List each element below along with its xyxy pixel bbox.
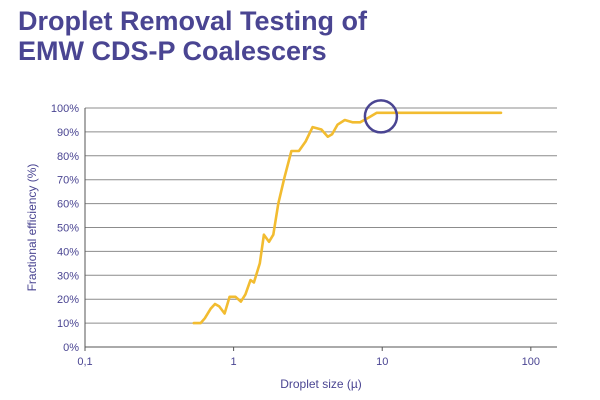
y-tick-label: 60% bbox=[57, 199, 79, 211]
y-tick-label: 10% bbox=[57, 318, 79, 330]
y-tick-labels: 0% 10% 20% 30% 40% 50% 60% 70% 80% 90% 100% bbox=[51, 103, 79, 354]
axis-layer bbox=[84, 108, 557, 351]
y-axis-title: Fractional efficiency (%) bbox=[25, 164, 39, 292]
y-tick-label: 50% bbox=[57, 223, 79, 235]
chart-title: Droplet Removal Testing of EMW CDS-P Coa… bbox=[18, 6, 588, 66]
y-tick-label: 40% bbox=[57, 246, 79, 258]
x-tick-labels: 0,1 1 10 100 bbox=[77, 356, 540, 368]
y-tick-label: 30% bbox=[57, 270, 79, 282]
chart-title-line-1: Droplet Removal Testing of bbox=[18, 6, 368, 36]
x-axis-title: Droplet size (µ) bbox=[280, 377, 362, 391]
grid-layer bbox=[85, 107, 557, 324]
chart-title-line-2: EMW CDS-P Coalescers bbox=[18, 36, 327, 66]
y-tick-label: 90% bbox=[57, 127, 79, 139]
y-tick-label: 0% bbox=[63, 342, 79, 354]
y-tick-label: 80% bbox=[57, 151, 79, 163]
series-layer bbox=[192, 111, 503, 325]
y-tick-label: 70% bbox=[57, 175, 79, 187]
efficiency-series-line bbox=[192, 111, 503, 325]
highlight-circle bbox=[363, 99, 399, 134]
x-tick-label: 10 bbox=[376, 356, 388, 368]
annotation-layer bbox=[363, 99, 399, 134]
x-tick-label: 1 bbox=[231, 356, 237, 368]
y-tick-label: 20% bbox=[57, 294, 79, 306]
x-tick-label: 100 bbox=[522, 356, 540, 368]
x-tick-label: 0,1 bbox=[77, 356, 92, 368]
y-tick-label: 100% bbox=[51, 103, 79, 115]
